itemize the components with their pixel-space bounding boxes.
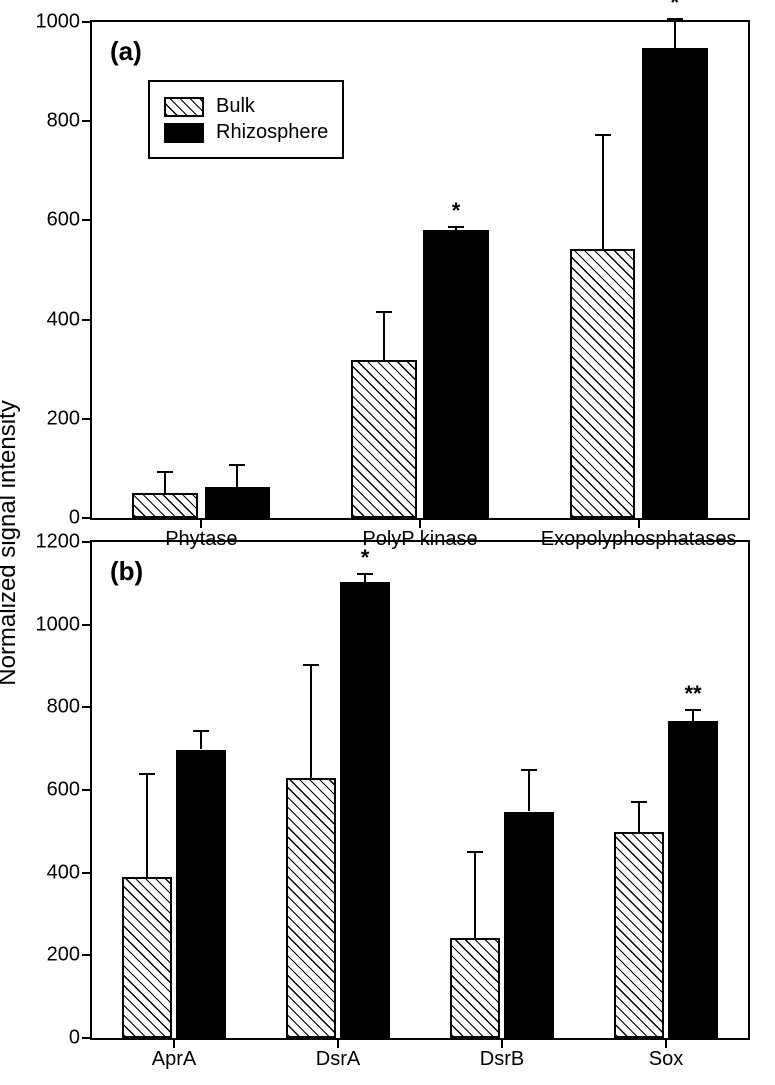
bar-rhiz	[340, 582, 389, 1038]
y-tick-label: 200	[47, 944, 80, 967]
bar-bulk	[570, 249, 636, 518]
y-tick-label: 800	[47, 110, 80, 133]
x-tick-label: DsrB	[480, 1048, 524, 1071]
bar-bulk	[122, 877, 171, 1038]
y-tick	[82, 120, 92, 122]
bar-bulk	[286, 778, 335, 1038]
legend-label-rhiz: Rhizosphere	[216, 121, 328, 144]
y-tick-label: 0	[69, 1027, 80, 1050]
y-axis-label: Normalized signal intensity	[0, 400, 22, 685]
error-bar	[236, 464, 238, 487]
y-tick	[82, 517, 92, 519]
error-bar	[146, 773, 148, 876]
y-tick	[82, 789, 92, 791]
panel-a: (a) Bulk Rhizosphere 02004006008001000Ph…	[90, 20, 750, 520]
y-tick	[82, 1037, 92, 1039]
y-tick	[82, 319, 92, 321]
bar-bulk	[614, 832, 663, 1038]
x-tick	[173, 1038, 175, 1048]
bar-bulk	[132, 493, 198, 518]
significance-mark: *	[361, 545, 370, 571]
error-bar	[310, 664, 312, 779]
x-tick-label: DsrA	[316, 1048, 360, 1071]
panel-b: (b) 020040060080010001200AprADsrA*DsrBSo…	[90, 540, 750, 1040]
legend-swatch-rhiz	[164, 123, 204, 143]
significance-mark: *	[452, 198, 461, 224]
y-tick	[82, 706, 92, 708]
legend-swatch-bulk	[164, 97, 204, 117]
y-tick-label: 600	[47, 779, 80, 802]
bar-bulk	[351, 360, 417, 518]
y-tick-label: 0	[69, 507, 80, 530]
x-tick	[337, 1038, 339, 1048]
legend: Bulk Rhizosphere	[148, 80, 344, 159]
bar-rhiz	[205, 487, 271, 518]
y-tick	[82, 954, 92, 956]
panel-a-letter: (a)	[110, 36, 142, 67]
y-tick-label: 600	[47, 209, 80, 232]
x-tick	[200, 518, 202, 528]
legend-item-rhiz: Rhizosphere	[164, 121, 328, 144]
x-tick	[501, 1038, 503, 1048]
y-tick	[82, 418, 92, 420]
y-tick-label: 1000	[36, 11, 81, 34]
y-tick-label: 400	[47, 861, 80, 884]
error-bar	[638, 801, 640, 832]
error-bar	[602, 134, 604, 249]
bar-rhiz	[423, 230, 489, 518]
y-tick	[82, 21, 92, 23]
figure: Normalized signal intensity (a) Bulk Rhi…	[0, 0, 775, 1085]
y-tick-label: 800	[47, 696, 80, 719]
y-tick	[82, 872, 92, 874]
y-tick-label: 1000	[36, 613, 81, 636]
x-tick-label: AprA	[152, 1048, 196, 1071]
error-bar	[364, 573, 366, 582]
error-bar	[455, 226, 457, 230]
panel-b-letter: (b)	[110, 556, 143, 587]
y-tick-label: 400	[47, 308, 80, 331]
significance-mark: *	[670, 0, 679, 16]
legend-label-bulk: Bulk	[216, 95, 255, 118]
error-bar	[383, 311, 385, 361]
x-tick	[638, 518, 640, 528]
x-tick-label: Sox	[649, 1048, 683, 1071]
y-tick-label: 1200	[36, 531, 81, 554]
x-tick	[419, 518, 421, 528]
error-bar	[200, 730, 202, 750]
bar-rhiz	[642, 48, 708, 518]
error-bar	[674, 18, 676, 49]
significance-mark: **	[684, 681, 701, 707]
bar-rhiz	[176, 750, 225, 1039]
y-tick	[82, 219, 92, 221]
x-tick	[665, 1038, 667, 1048]
y-tick	[82, 624, 92, 626]
bar-rhiz	[668, 721, 717, 1038]
error-bar	[692, 709, 694, 721]
error-bar	[474, 851, 476, 938]
bar-bulk	[450, 938, 499, 1038]
error-bar	[528, 769, 530, 811]
error-bar	[164, 471, 166, 493]
y-tick	[82, 541, 92, 543]
bar-rhiz	[504, 812, 553, 1039]
legend-item-bulk: Bulk	[164, 95, 328, 118]
y-tick-label: 200	[47, 407, 80, 430]
